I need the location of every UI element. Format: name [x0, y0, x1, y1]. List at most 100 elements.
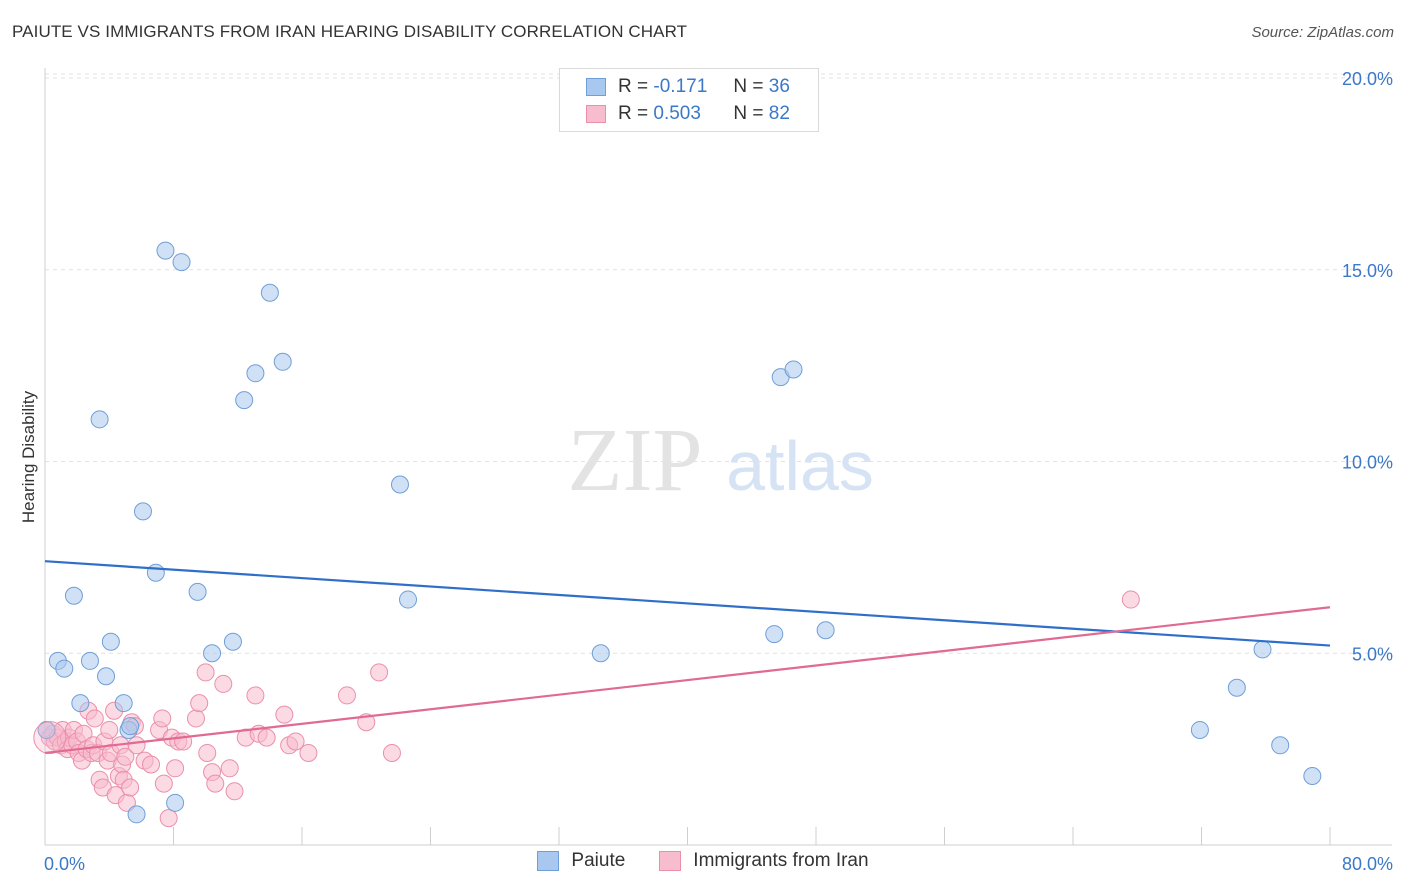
iran-point: [116, 747, 135, 766]
paiute-point: [188, 582, 207, 601]
paiute-point: [765, 625, 784, 644]
legend-item-iran: Immigrants from Iran: [659, 850, 869, 872]
gridlines: [45, 73, 1392, 654]
iran-point: [33, 721, 67, 755]
iran-point: [166, 759, 185, 778]
paiute-swatch: [586, 78, 606, 96]
y-tick-label: 10.0%: [1342, 453, 1393, 473]
paiute-point: [223, 632, 242, 651]
watermark-zip: ZIP: [568, 411, 703, 510]
paiute-point: [97, 667, 116, 686]
legend-label-paiute: Paiute: [571, 850, 626, 871]
iran-point: [186, 709, 205, 728]
n-value: 36: [768, 76, 790, 97]
r-value: 0.503: [653, 103, 701, 124]
legend-item-paiute: Paiute: [537, 850, 625, 872]
x-tick-label: 80.0%: [1342, 854, 1393, 874]
paiute-point: [390, 475, 409, 494]
n-label: N =: [733, 76, 764, 97]
iran-point: [100, 720, 119, 739]
iran-point: [246, 686, 265, 705]
paiute-point: [246, 364, 265, 383]
iran-point: [196, 663, 215, 682]
series-legend: Paiute Immigrants from Iran: [0, 850, 1406, 872]
paiute-point: [71, 694, 90, 713]
paiute-point: [1190, 720, 1209, 739]
iran-point: [299, 743, 318, 762]
paiute-point: [1253, 640, 1272, 659]
iran-point: [214, 674, 233, 693]
iran-point: [206, 774, 225, 793]
paiute-point: [64, 586, 83, 605]
paiute-point: [166, 793, 185, 812]
iran-point: [257, 728, 276, 747]
iran-point: [174, 732, 193, 751]
iran-point: [286, 732, 305, 751]
iran-point: [154, 774, 173, 793]
paiute-point: [101, 632, 120, 651]
watermark-atlas: atlas: [726, 427, 874, 505]
r-label: R =: [618, 103, 649, 124]
iran-legend-swatch: [659, 851, 682, 871]
r-value: -0.171: [653, 76, 708, 97]
iran-point: [225, 782, 244, 801]
iran-swatch: [586, 105, 606, 123]
paiute-point: [1271, 736, 1290, 755]
n-value: 82: [768, 103, 790, 124]
paiute-point: [399, 590, 418, 609]
stats-row-iran: R = 0.503 N = 82: [586, 102, 790, 126]
x-tick-label: 0.0%: [44, 854, 85, 874]
tick-labels: 5.0% 10.0% 15.0% 20.0% 0.0% 80.0%: [44, 69, 1393, 874]
iran-point: [370, 663, 389, 682]
data-points: [33, 241, 1322, 828]
iran-point: [337, 686, 356, 705]
y-tick-label: 20.0%: [1342, 69, 1393, 89]
paiute-legend-swatch: [537, 851, 560, 871]
n-label: N =: [733, 103, 764, 124]
iran-point: [127, 736, 146, 755]
y-axis-label: Hearing Disability: [19, 390, 38, 523]
trend-lines: [44, 560, 1331, 755]
paiute-point: [203, 644, 222, 663]
paiute-point: [80, 651, 99, 670]
iran-point: [190, 694, 209, 713]
iran-point: [85, 709, 104, 728]
paiute-point: [114, 694, 133, 713]
paiute-point: [260, 283, 279, 302]
chart-title: PAIUTE VS IMMIGRANTS FROM IRAN HEARING D…: [12, 22, 688, 41]
stats-legend: R = -0.171 N = 36 R = 0.503 N = 82: [559, 68, 819, 132]
iran-point: [275, 705, 294, 724]
paiute-point: [784, 360, 803, 379]
paiute-point: [172, 253, 191, 272]
paiute-point: [121, 717, 140, 736]
y-tick-label: 5.0%: [1352, 644, 1393, 664]
iran-point: [198, 743, 217, 762]
paiute-point: [55, 659, 74, 678]
paiute-point: [1303, 766, 1322, 785]
paiute-point: [156, 241, 175, 260]
iran-point: [121, 778, 140, 797]
paiute-point: [235, 391, 254, 410]
paiute-point: [273, 352, 292, 371]
paiute-point: [127, 805, 146, 824]
iran-point: [382, 743, 401, 762]
y-tick-label: 15.0%: [1342, 261, 1393, 281]
stats-row-paiute: R = -0.171 N = 36: [586, 75, 790, 99]
paiute-point: [816, 621, 835, 640]
paiute-point: [90, 410, 109, 429]
paiute-point: [146, 563, 165, 582]
paiute-point: [1227, 678, 1246, 697]
paiute-point: [591, 644, 610, 663]
axes: [44, 68, 1392, 846]
legend-label-iran: Immigrants from Iran: [693, 850, 869, 871]
paiute-point: [133, 502, 152, 521]
watermark: ZIP atlas: [568, 411, 874, 510]
iran-point: [1121, 590, 1140, 609]
r-label: R =: [618, 76, 649, 97]
iran-point: [159, 809, 178, 828]
iran-trend-line: [44, 606, 1331, 755]
iran-point: [220, 759, 239, 778]
source-label: Source: ZipAtlas.com: [1251, 24, 1394, 41]
iran-point: [142, 755, 161, 774]
